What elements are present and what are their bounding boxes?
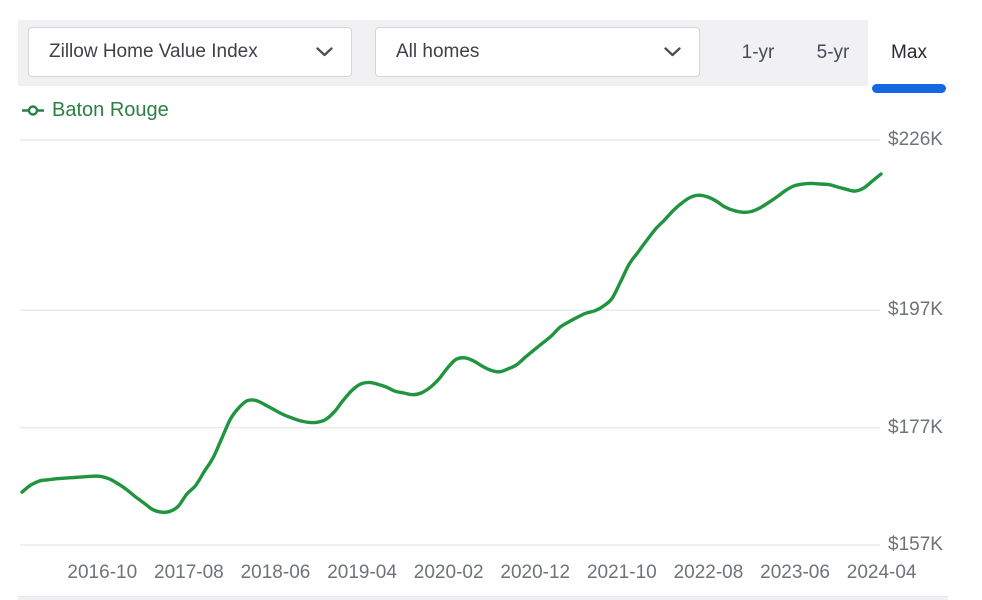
y-axis-tick-label: $197K	[888, 299, 943, 320]
tab-1yr[interactable]: 1-yr	[741, 42, 775, 63]
legend-line-marker-icon	[22, 104, 44, 116]
x-axis-tick-label: 2017-08	[154, 562, 224, 583]
x-axis-tick-label: 2023-06	[760, 562, 830, 583]
x-axis-tick-labels: 2016-10 2017-08 2018-06 2019-04 2020-02 …	[59, 562, 925, 584]
y-axis-tick-label: $226K	[888, 129, 943, 150]
y-axis-tick-label: $177K	[888, 417, 943, 438]
metric-dropdown[interactable]: Zillow Home Value Index	[28, 27, 352, 77]
chevron-down-icon	[664, 47, 681, 57]
legend-label: Baton Rouge	[52, 98, 169, 121]
chevron-down-icon	[316, 47, 333, 57]
home-type-dropdown-value: All homes	[396, 41, 480, 62]
x-axis-tick-label: 2018-06	[240, 562, 311, 583]
metric-dropdown-value: Zillow Home Value Index	[49, 41, 258, 62]
x-axis-tick-label: 2020-12	[500, 562, 571, 583]
active-tab-indicator	[872, 84, 946, 93]
legend-baton-rouge[interactable]: Baton Rouge	[22, 97, 169, 123]
tab-5yr[interactable]: 5-yr	[816, 42, 850, 63]
x-axis-tick-label: 2021-10	[586, 562, 657, 583]
series-line-baton-rouge	[20, 172, 883, 515]
chart-toolbar: Zillow Home Value Index All homes 1-yr 5…	[18, 20, 950, 93]
section-divider	[18, 596, 948, 600]
x-axis-tick-label: 2019-04	[327, 562, 397, 583]
y-axis-tick-label: $157K	[888, 534, 943, 555]
x-axis-tick-label: 2020-02	[413, 562, 484, 583]
x-axis-tick-label: 2024-04	[846, 562, 917, 583]
tab-max[interactable]: Max	[868, 20, 950, 86]
x-axis-tick-label: 2016-10	[67, 562, 138, 583]
home-type-dropdown[interactable]: All homes	[375, 27, 700, 77]
x-axis-tick-label: 2022-08	[673, 562, 744, 583]
